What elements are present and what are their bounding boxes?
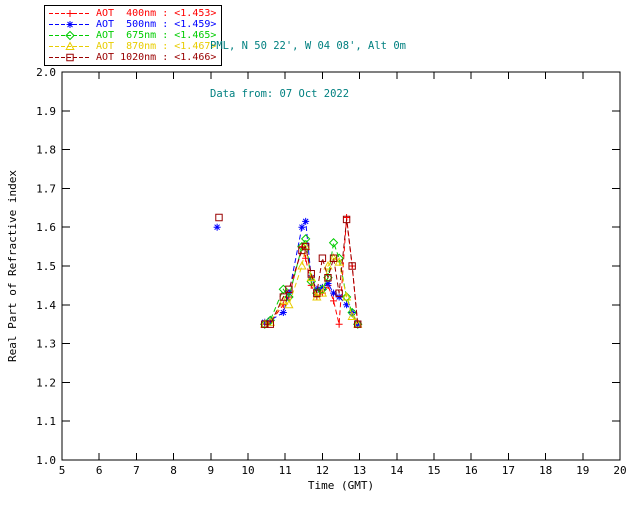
legend-line-sample-870nm xyxy=(49,41,91,50)
data-point-marker xyxy=(279,309,287,317)
data-point-marker xyxy=(298,246,306,255)
x-tick-label: 14 xyxy=(390,464,404,477)
x-tick-label: 11 xyxy=(279,464,292,477)
data-point-marker xyxy=(301,242,310,251)
data-point-marker xyxy=(354,320,362,328)
data-point-marker xyxy=(297,260,307,270)
data-point-marker xyxy=(342,215,351,224)
legend-item-675nm: AOT 675nm : <1.465> xyxy=(48,30,216,41)
y-tick-label: 1.6 xyxy=(36,221,56,234)
data-point-marker xyxy=(307,270,315,278)
x-tick-label: 9 xyxy=(207,464,214,477)
data-point-marker xyxy=(343,301,351,309)
legend-item-1020nm: AOT 1020nm : <1.466> xyxy=(48,52,216,63)
data-point-marker xyxy=(324,273,332,282)
axis-tick-labels: 5 6 7 8 9 10 11 12 13 14 15 16 17 18 19 20 1.0 1.1 1.2 1.3 1… xyxy=(36,66,627,477)
data-point-marker xyxy=(266,316,274,324)
x-tick-label: 20 xyxy=(613,464,626,477)
data-point-marker xyxy=(347,311,357,320)
data-point-marker xyxy=(213,223,221,231)
data-date: Data from: 07 Oct 2022 xyxy=(210,88,350,100)
y-tick-label: 2.0 xyxy=(36,66,56,79)
data-point-marker xyxy=(329,254,338,262)
x-tick-label: 8 xyxy=(170,464,177,477)
data-point-marker xyxy=(354,320,362,328)
axes xyxy=(61,71,621,461)
data-point-marker xyxy=(302,217,310,225)
x-tick-label: 15 xyxy=(427,464,440,477)
y-tick-label: 1.0 xyxy=(36,454,56,467)
legend-item-870nm: AOT 870nm : <1.467> xyxy=(48,41,216,52)
legend-label-675nm: AOT 675nm : <1.465> xyxy=(96,30,217,41)
legend: AOT 400nm : <1.453> AOT 500nm : <1.459> AO… xyxy=(44,5,223,66)
series-675nm xyxy=(260,234,363,329)
header-info: PML, N 50 22', W 04 08', Alt 0m Data fro… xyxy=(210,6,406,134)
data-point-marker xyxy=(266,320,275,328)
data-point-marker xyxy=(318,254,327,262)
legend-line-sample-1020nm xyxy=(49,53,91,62)
data-point-marker xyxy=(298,223,306,231)
y-tick-label: 1.9 xyxy=(36,105,56,118)
legend-label-1020nm: AOT 1020nm : <1.466> xyxy=(96,52,217,63)
legend-line-sample-400nm xyxy=(49,10,91,17)
data-point-marker xyxy=(330,289,338,297)
x-tick-label: 16 xyxy=(465,464,478,477)
y-tick-label: 1.4 xyxy=(36,299,56,312)
y-tick-label: 1.8 xyxy=(36,144,56,157)
x-tick-label: 6 xyxy=(96,464,103,477)
legend-label-400nm: AOT 400nm : <1.453> xyxy=(96,8,217,19)
data-point-marker xyxy=(318,283,326,291)
series-line xyxy=(264,246,359,325)
legend-item-400nm: AOT 400nm : <1.453> xyxy=(48,8,216,19)
series-1020nm xyxy=(215,213,362,328)
data-point-marker xyxy=(312,288,322,298)
data-point-marker xyxy=(328,238,339,248)
x-tick-label: 7 xyxy=(133,464,140,477)
x-tick-label: 17 xyxy=(502,464,515,477)
y-tick-label: 1.7 xyxy=(36,182,56,195)
legend-label-870nm: AOT 870nm : <1.467> xyxy=(96,41,217,52)
legend-line-sample-675nm xyxy=(49,30,91,41)
x-axis-title: Time (GMT) xyxy=(308,479,374,492)
data-point-marker xyxy=(348,262,356,270)
data-point-marker xyxy=(313,289,321,297)
data-point-marker xyxy=(285,285,293,293)
series-500nm xyxy=(213,217,362,328)
data-point-marker xyxy=(324,279,332,287)
legend-item-500nm: AOT 500nm : <1.459> xyxy=(48,19,216,30)
series-line xyxy=(264,219,359,325)
legend-label-500nm: AOT 500nm : <1.459> xyxy=(96,19,217,30)
data-point-marker xyxy=(335,289,343,297)
data-point-marker xyxy=(215,213,223,222)
y-tick-label: 1.1 xyxy=(36,415,56,428)
data-point-marker xyxy=(284,299,294,309)
x-tick-label: 19 xyxy=(576,464,589,477)
data-point-marker xyxy=(341,291,352,301)
legend-line-sample-500nm xyxy=(49,21,91,28)
data-point-marker xyxy=(341,292,352,302)
y-tick-label: 1.2 xyxy=(36,376,56,389)
x-tick-label: 12 xyxy=(316,464,329,477)
data-point-marker xyxy=(353,319,363,329)
data-point-marker xyxy=(323,260,333,270)
y-axis-title: Real Part of Refractive index xyxy=(6,170,19,362)
data-point-marker xyxy=(330,297,338,305)
x-tick-label: 13 xyxy=(353,464,366,477)
data-point-marker xyxy=(279,293,288,301)
y-tick-label: 1.5 xyxy=(36,260,56,273)
y-tick-label: 1.3 xyxy=(36,338,56,351)
data-point-marker xyxy=(335,320,343,328)
x-tick-label: 18 xyxy=(539,464,552,477)
x-tick-label: 5 xyxy=(59,464,66,477)
data-point-marker xyxy=(335,293,343,301)
station-location: PML, N 50 22', W 04 08', Alt 0m xyxy=(210,40,406,52)
data-point-marker xyxy=(323,272,333,283)
x-tick-label: 10 xyxy=(241,464,254,477)
data-point-marker xyxy=(261,318,269,326)
